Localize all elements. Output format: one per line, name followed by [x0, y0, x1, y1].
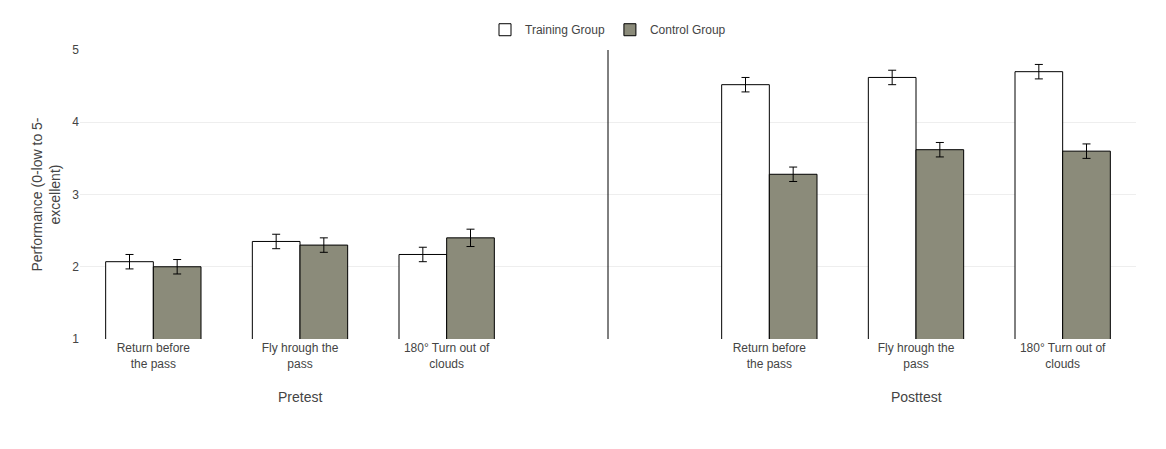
svg-text:Return beforethe pass: Return beforethe pass [733, 341, 807, 371]
svg-text:Performance (0-low to 5-excell: Performance (0-low to 5-excellent) [29, 117, 63, 271]
svg-text:180° Turn out ofclouds: 180° Turn out ofclouds [1020, 341, 1106, 371]
svg-text:Pretest: Pretest [278, 389, 322, 405]
svg-text:Posttest: Posttest [891, 389, 942, 405]
svg-text:3: 3 [72, 188, 79, 202]
svg-text:4: 4 [72, 115, 79, 129]
svg-text:Fly hrough thepass: Fly hrough thepass [262, 341, 339, 371]
svg-text:Return beforethe pass: Return beforethe pass [117, 341, 191, 371]
svg-text:Control Group: Control Group [650, 23, 726, 37]
svg-text:Training Group: Training Group [525, 23, 605, 37]
svg-text:2: 2 [72, 260, 79, 274]
svg-text:5: 5 [72, 43, 79, 57]
svg-text:1: 1 [72, 332, 79, 346]
svg-text:Fly hrough thepass: Fly hrough thepass [878, 341, 955, 371]
svg-text:180° Turn out ofclouds: 180° Turn out ofclouds [404, 341, 490, 371]
